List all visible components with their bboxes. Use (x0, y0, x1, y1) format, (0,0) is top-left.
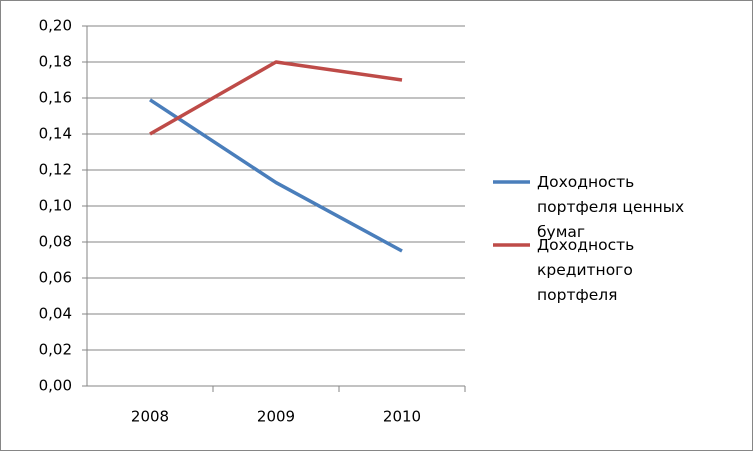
y-tick-label: 0,18 (39, 53, 72, 71)
y-tick-label: 0,04 (39, 305, 72, 323)
y-tick-label: 0,00 (39, 377, 72, 395)
x-tick-label: 2010 (383, 408, 421, 426)
x-tick-label: 2008 (131, 408, 169, 426)
y-tick-label: 0,02 (39, 341, 72, 359)
y-tick-label: 0,08 (39, 233, 72, 251)
series-line (149, 60, 403, 136)
y-tick-label: 0,14 (39, 125, 72, 143)
y-tick-label: 0,06 (39, 269, 72, 287)
legend-label: Доходность кредитного портфеля (537, 236, 635, 304)
y-tick-label: 0,10 (39, 197, 72, 215)
y-tick-label: 0,12 (39, 161, 72, 179)
legend-label: Доходность портфеля ценных бумаг (537, 173, 685, 241)
x-tick-label: 2009 (257, 408, 295, 426)
y-tick-label: 0,16 (39, 89, 72, 107)
series-line (149, 98, 403, 253)
y-tick-label: 0,20 (39, 17, 72, 35)
